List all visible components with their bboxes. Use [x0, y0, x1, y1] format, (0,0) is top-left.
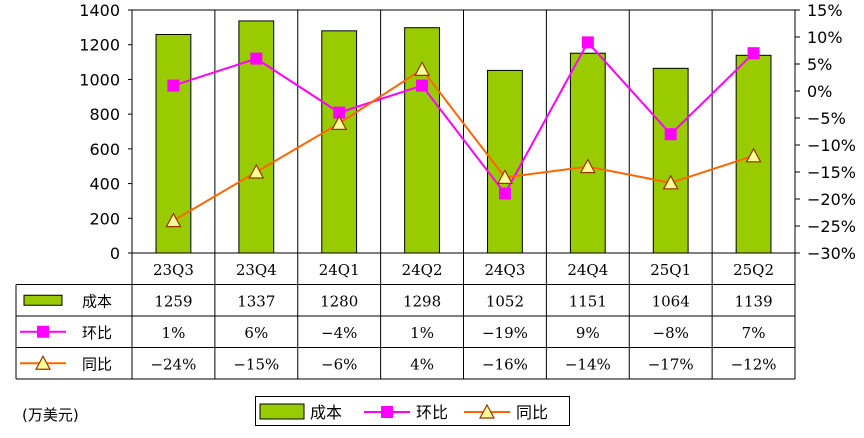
marker-triangle [165, 212, 182, 228]
bar-cost [569, 52, 606, 254]
right-axis-tick-label: 5% [807, 55, 832, 74]
marker-triangle [331, 115, 348, 130]
table-cell: −12% [731, 355, 777, 373]
legend-label: 成本 [310, 403, 342, 422]
right-axis-tick-label: −30% [807, 244, 856, 263]
legend-key-square [37, 325, 49, 338]
legend-swatch-bar [259, 403, 305, 420]
category-label: 24Q4 [567, 261, 608, 279]
right-axis-tick-label: −15% [807, 163, 856, 182]
marker-square [416, 79, 429, 92]
table-cell: 1% [410, 324, 434, 342]
table-cell: 1280 [320, 292, 358, 310]
table-cell: 4% [410, 355, 434, 373]
bar-cost [321, 30, 358, 254]
marker-square [167, 79, 180, 92]
unit-label: (万美元) [22, 406, 79, 424]
right-axis-tick-label: −20% [807, 190, 856, 209]
marker-triangle [496, 169, 513, 184]
marker-square [747, 47, 760, 60]
right-axis-tick-label: −5% [807, 109, 846, 128]
series-line-yoy [172, 68, 754, 222]
legend-items: 成本 环比 同比 [259, 403, 548, 422]
legend-label: 同比 [516, 403, 548, 422]
category-label: 23Q4 [236, 261, 277, 279]
left-axis-tick-label: 800 [89, 105, 120, 124]
table-cell: 7% [742, 324, 766, 342]
left-axis-tick-label: 200 [89, 209, 120, 228]
series-line-qoq [173, 40, 755, 196]
row-header: 环比 [82, 324, 112, 342]
table-cell: 1% [162, 324, 186, 342]
marker-triangle [745, 147, 762, 163]
legend-swatch-triangle [478, 403, 496, 419]
table-cell: −15% [233, 355, 279, 373]
left-axis-tick-label: 1000 [79, 70, 120, 89]
right-axis-tick-label: 15% [807, 1, 843, 20]
table-cell: −14% [565, 355, 611, 373]
marker-square [581, 36, 594, 49]
table-cell: −8% [653, 324, 689, 342]
marker-triangle [662, 174, 679, 190]
left-axis-tick-label: 400 [89, 175, 120, 194]
left-axis-tick-label: 0 [110, 244, 120, 263]
legend-label: 环比 [416, 403, 448, 422]
row-header: 成本 [82, 292, 112, 310]
table-cell: 1337 [237, 292, 275, 310]
table-cell: 9% [576, 324, 600, 342]
category-label: 25Q2 [733, 261, 774, 279]
legend-swatch-square [381, 406, 393, 418]
marker-square [333, 106, 346, 119]
grid-lines [214, 10, 713, 379]
table-cell: −4% [321, 324, 357, 342]
legend: 成本 环比 同比 [255, 396, 570, 426]
right-axis-tick-label: 10% [807, 28, 843, 47]
right-axis-tick-label: −10% [807, 136, 856, 155]
category-label: 24Q1 [319, 261, 360, 279]
table-cell: −6% [321, 355, 357, 373]
marker-triangle [579, 158, 596, 174]
right-y-axis: −30% −25% −20% −15% −10% −5% 0% 5% 10% 15% [795, 1, 856, 263]
legend-key-triangle [34, 354, 52, 370]
table-cell: 6% [244, 324, 268, 342]
left-axis-tick-label: 1400 [79, 1, 120, 20]
right-axis-tick-label: 0% [807, 82, 832, 101]
table-cell: −19% [482, 324, 528, 342]
category-label: 24Q3 [484, 261, 525, 279]
marker-triangle [414, 61, 431, 77]
category-label: 24Q2 [402, 261, 443, 279]
table-cell: 1298 [403, 292, 441, 310]
marker-triangle [248, 163, 265, 179]
left-axis-tick-label: 600 [89, 140, 120, 159]
table-cell: −16% [482, 355, 528, 373]
marker-square [664, 128, 677, 141]
legend-key-bar [23, 294, 63, 306]
left-y-axis: 0 200 400 600 800 1000 1200 1400 [79, 1, 132, 263]
row-header: 同比 [82, 355, 112, 373]
table-cell: −17% [648, 355, 694, 373]
table-cell: 1052 [486, 292, 524, 310]
table-cell: 1259 [154, 292, 192, 310]
table-cell: −24% [150, 355, 196, 373]
table-cell: 1139 [734, 292, 772, 310]
category-label: 25Q1 [650, 261, 691, 279]
table-cell: 1064 [652, 292, 690, 310]
marker-square [498, 187, 511, 200]
table-cell: 1151 [569, 292, 607, 310]
bar-cost [652, 67, 689, 254]
right-axis-tick-label: −25% [807, 217, 856, 236]
line-series [165, 36, 762, 228]
data-table: 23Q3 23Q4 24Q1 24Q2 24Q3 24Q4 25Q1 25Q2 成本 1259 13… [15, 253, 796, 380]
left-axis-tick-label: 1200 [79, 36, 120, 55]
category-label: 23Q3 [153, 261, 194, 279]
marker-square [250, 52, 263, 65]
